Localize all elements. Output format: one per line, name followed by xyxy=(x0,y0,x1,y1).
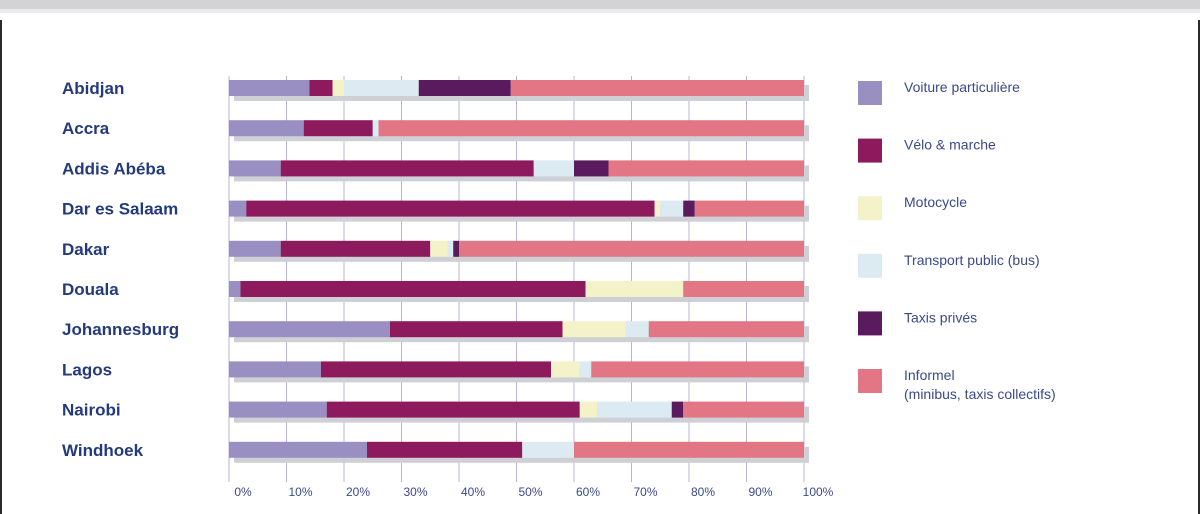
legend-swatch-taxis-prives xyxy=(858,311,882,336)
bar-segment-nairobi-informel xyxy=(683,401,804,418)
legend: Voiture particulière Vélo & marche Motocyc… xyxy=(858,79,1056,402)
city-label-lagos: Lagos xyxy=(62,360,112,379)
bar-segment-windhoek-voiture-particuliere xyxy=(229,441,367,458)
bar-segment-abidjan-transport-public-bus xyxy=(344,80,419,96)
legend-swatch-velo-marche xyxy=(858,138,882,163)
category-labels: Abidjan Accra Addis Abéba Dar es Salaam Daka… xyxy=(62,79,179,460)
bar-segment-douala-informel xyxy=(683,281,804,297)
bar-segment-dakar-velo-marche xyxy=(280,240,431,257)
bar-segment-douala-voiture-particuliere xyxy=(229,281,241,297)
x-tick-label: 10% xyxy=(288,485,312,499)
bar-segment-abidjan-informel xyxy=(510,80,804,96)
bar-segment-johannesburg-velo-marche xyxy=(390,321,563,338)
bar-segment-dakar-transport-public-bus xyxy=(447,240,454,257)
x-tick-label: 70% xyxy=(633,485,657,499)
bar-segment-abidjan-taxis-prives xyxy=(418,80,511,96)
bar-segment-abidjan-motocycle xyxy=(332,80,344,96)
bar-segment-dar-es-salaam-taxis-prives xyxy=(683,200,695,217)
x-tick-label: 30% xyxy=(403,485,427,499)
bar-segment-windhoek-velo-marche xyxy=(367,441,523,458)
bar-segment-dar-es-salaam-velo-marche xyxy=(246,200,655,217)
bar-segment-addis-abeba-transport-public-bus xyxy=(533,160,574,177)
bar-segment-accra-voiture-particuliere xyxy=(229,120,304,137)
legend-label-informel: Informel (minibus, taxis collectifs) xyxy=(904,367,1056,402)
bar-segment-accra-informel xyxy=(378,120,804,137)
bar-segment-dar-es-salaam-transport-public-bus xyxy=(660,200,684,217)
bar-segment-nairobi-taxis-prives xyxy=(671,401,684,418)
bar-segment-douala-velo-marche xyxy=(240,281,586,297)
frame-left-border xyxy=(0,20,2,514)
city-label-addis-abeba: Addis Abéba xyxy=(62,159,166,178)
bar-segment-johannesburg-transport-public-bus xyxy=(625,321,649,338)
bar-segment-johannesburg-voiture-particuliere xyxy=(229,321,390,338)
legend-label-velo-marche: Vélo & marche xyxy=(904,137,996,153)
bar-segment-dar-es-salaam-motocycle xyxy=(654,200,661,217)
city-label-nairobi: Nairobi xyxy=(62,401,121,420)
bar-segment-nairobi-transport-public-bus xyxy=(597,401,672,418)
bars xyxy=(229,80,804,458)
bar-segment-dar-es-salaam-informel xyxy=(694,200,804,217)
x-tick-label: 60% xyxy=(576,485,600,499)
x-tick-label: 80% xyxy=(691,485,715,499)
legend-swatch-informel xyxy=(858,369,882,393)
bar-segment-dakar-motocycle xyxy=(430,240,448,257)
legend-label-taxis-prives: Taxis privés xyxy=(904,309,977,325)
legend-label-voiture-particuliere: Voiture particulière xyxy=(904,79,1020,95)
city-label-douala: Douala xyxy=(62,280,119,299)
bar-segment-dakar-taxis-prives xyxy=(453,240,459,257)
city-label-dar-es-salaam: Dar es Salaam xyxy=(62,200,178,219)
bar-segment-lagos-motocycle xyxy=(551,361,580,378)
city-label-dakar: Dakar xyxy=(62,240,110,259)
bar-segment-nairobi-velo-marche xyxy=(326,401,580,418)
bar-segment-addis-abeba-taxis-prives xyxy=(574,160,609,177)
bar-segment-lagos-transport-public-bus xyxy=(579,361,592,378)
bar-segment-lagos-voiture-particuliere xyxy=(229,361,321,378)
bar-segment-johannesburg-informel xyxy=(648,321,804,338)
x-tick-label: 50% xyxy=(518,485,542,499)
bar-segment-addis-abeba-informel xyxy=(608,160,804,177)
bar-segment-nairobi-voiture-particuliere xyxy=(229,401,327,418)
city-label-johannesburg: Johannesburg xyxy=(62,320,179,339)
bar-segment-windhoek-transport-public-bus xyxy=(522,441,574,458)
bar-segment-accra-transport-public-bus xyxy=(372,120,379,137)
bar-segment-johannesburg-motocycle xyxy=(562,321,626,338)
legend-label-transport-public-bus: Transport public (bus) xyxy=(904,252,1040,268)
bar-segment-dar-es-salaam-voiture-particuliere xyxy=(229,200,247,217)
bar-segment-douala-motocycle xyxy=(585,281,684,297)
bar-segment-addis-abeba-voiture-particuliere xyxy=(229,160,281,177)
bar-segment-dakar-voiture-particuliere xyxy=(229,240,281,257)
legend-swatch-motocycle xyxy=(858,196,882,221)
legend-label-motocycle: Motocycle xyxy=(904,194,967,210)
bar-segment-lagos-velo-marche xyxy=(321,361,551,378)
city-label-accra: Accra xyxy=(62,119,110,138)
x-tick-label: 20% xyxy=(346,485,370,499)
bar-segment-abidjan-velo-marche xyxy=(309,80,333,96)
x-axis-tick-labels: 0% 10% 20% 30% 40% 50% 60% 70% 80% 90% 100% xyxy=(234,485,833,499)
bar-segment-lagos-informel xyxy=(591,361,804,378)
bar-segment-nairobi-motocycle xyxy=(579,401,597,418)
bar-segment-abidjan-voiture-particuliere xyxy=(229,80,310,96)
bar-segment-accra-velo-marche xyxy=(303,120,373,137)
x-tick-label: 90% xyxy=(748,485,772,499)
legend-swatch-voiture-particuliere xyxy=(858,81,882,105)
x-tick-label: 100% xyxy=(803,485,834,499)
legend-swatch-transport-public-bus xyxy=(858,253,882,278)
frame-right-border xyxy=(1198,20,1200,514)
city-label-abidjan: Abidjan xyxy=(62,79,124,98)
bar-segment-dakar-informel xyxy=(459,240,804,257)
top-border xyxy=(0,0,1200,20)
bar-segment-addis-abeba-velo-marche xyxy=(280,160,534,177)
x-tick-label: 0% xyxy=(234,485,252,499)
bar-segment-windhoek-informel xyxy=(574,441,804,458)
x-tick-label: 40% xyxy=(461,485,485,499)
city-label-windhoek: Windhoek xyxy=(62,441,144,460)
